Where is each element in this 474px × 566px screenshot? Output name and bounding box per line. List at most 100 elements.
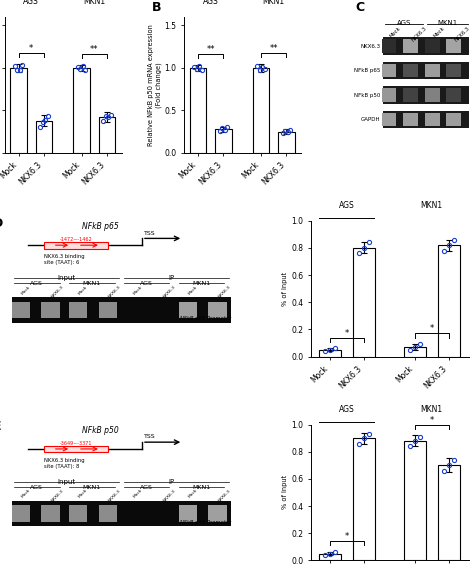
- Text: Mock: Mock: [78, 488, 89, 499]
- Bar: [446, 88, 461, 102]
- Bar: [353, 248, 375, 357]
- Bar: [403, 40, 418, 53]
- Bar: [208, 302, 227, 318]
- Text: Mock: Mock: [432, 26, 446, 39]
- Text: TSS: TSS: [144, 231, 156, 235]
- Text: Mock: Mock: [21, 285, 32, 295]
- Text: NKX6.3 binding
site (TAAT): 8: NKX6.3 binding site (TAAT): 8: [44, 458, 84, 469]
- Text: **: **: [207, 45, 215, 54]
- Bar: [69, 302, 87, 318]
- Text: NKX6.3: NKX6.3: [361, 44, 381, 49]
- Text: AGS: AGS: [203, 0, 219, 6]
- Bar: [403, 113, 418, 126]
- Text: NKX6.3: NKX6.3: [410, 26, 427, 43]
- Text: MKN1: MKN1: [192, 485, 210, 490]
- Bar: [383, 86, 469, 104]
- Text: Mock: Mock: [389, 26, 402, 39]
- Bar: [41, 505, 60, 522]
- Bar: [215, 129, 231, 153]
- Bar: [99, 117, 115, 153]
- Text: MKN1: MKN1: [437, 20, 457, 25]
- Text: NKX6.3: NKX6.3: [163, 488, 177, 503]
- Text: NKX6.3: NKX6.3: [51, 285, 64, 299]
- Bar: [208, 505, 227, 522]
- Text: C: C: [356, 1, 365, 14]
- Text: Mock: Mock: [133, 285, 144, 295]
- Bar: [319, 554, 341, 560]
- Text: Mock: Mock: [188, 488, 199, 499]
- Bar: [382, 88, 396, 102]
- Text: MKN1: MKN1: [192, 281, 210, 286]
- Text: Mock: Mock: [21, 488, 32, 499]
- Text: AGS: AGS: [339, 405, 355, 414]
- Text: NKX6.3 binding
site (TAAT): 6: NKX6.3 binding site (TAAT): 6: [44, 254, 84, 265]
- Text: *: *: [345, 328, 349, 337]
- Bar: [10, 68, 27, 153]
- Text: AGS: AGS: [30, 281, 43, 286]
- Text: Mock: Mock: [188, 285, 199, 295]
- Bar: [383, 62, 469, 79]
- Bar: [11, 297, 231, 323]
- Bar: [99, 302, 117, 318]
- Bar: [383, 111, 469, 128]
- Text: NKX6.3: NKX6.3: [108, 285, 122, 299]
- Text: NFkB p65 Promoter: NFkB p65 Promoter: [180, 316, 231, 321]
- Bar: [44, 445, 108, 452]
- Bar: [179, 302, 197, 318]
- Text: IP: IP: [169, 275, 175, 281]
- Text: *: *: [345, 532, 349, 541]
- Text: NKX6.3: NKX6.3: [454, 26, 471, 43]
- Text: -1472~-1462: -1472~-1462: [59, 238, 92, 242]
- Text: MKN1: MKN1: [83, 0, 105, 6]
- Bar: [11, 302, 30, 318]
- Text: TSS: TSS: [144, 435, 156, 439]
- Bar: [425, 113, 440, 126]
- Text: AGS: AGS: [23, 0, 39, 6]
- Bar: [99, 505, 117, 522]
- Text: *: *: [429, 324, 434, 333]
- Bar: [446, 40, 461, 53]
- Text: Input: Input: [57, 479, 75, 485]
- Bar: [425, 64, 440, 78]
- Bar: [353, 438, 375, 560]
- Text: NFkB p65: NFkB p65: [82, 222, 119, 231]
- Text: GAPDH: GAPDH: [361, 117, 381, 122]
- Bar: [438, 245, 460, 357]
- Bar: [382, 40, 396, 53]
- Text: AGS: AGS: [140, 485, 153, 490]
- Text: Mock: Mock: [133, 488, 144, 499]
- Text: NKX6.3: NKX6.3: [108, 488, 122, 503]
- Bar: [36, 121, 52, 153]
- Bar: [179, 505, 197, 522]
- Bar: [382, 113, 396, 126]
- Text: NFkB p50: NFkB p50: [354, 93, 381, 97]
- Text: E: E: [0, 421, 2, 434]
- Text: MKN1: MKN1: [263, 0, 285, 6]
- Bar: [41, 302, 60, 318]
- Text: NKX6.3: NKX6.3: [218, 285, 231, 299]
- Bar: [403, 64, 418, 78]
- Bar: [404, 347, 426, 357]
- Bar: [319, 350, 341, 357]
- Bar: [438, 465, 460, 560]
- Bar: [69, 505, 87, 522]
- Y-axis label: Relative NFkB p50 mRNA expression
(Fold change): Relative NFkB p50 mRNA expression (Fold …: [148, 24, 162, 146]
- Text: NFkB p50 Promoter: NFkB p50 Promoter: [180, 520, 231, 525]
- Bar: [44, 242, 108, 248]
- Text: **: **: [90, 45, 99, 54]
- Bar: [73, 68, 90, 153]
- Bar: [383, 37, 469, 55]
- Text: *: *: [29, 44, 33, 53]
- Text: NFkB p65: NFkB p65: [354, 68, 381, 73]
- Text: *: *: [429, 415, 434, 424]
- Text: Input: Input: [57, 275, 75, 281]
- Text: -3649~-3371: -3649~-3371: [59, 441, 92, 446]
- Text: NKX6.3: NKX6.3: [51, 488, 64, 503]
- Text: NFkB p50: NFkB p50: [82, 426, 119, 435]
- Bar: [403, 88, 418, 102]
- Y-axis label: % of Input: % of Input: [283, 475, 288, 509]
- Bar: [446, 113, 461, 126]
- Text: MKN1: MKN1: [82, 485, 100, 490]
- Bar: [425, 88, 440, 102]
- Text: IP: IP: [169, 479, 175, 485]
